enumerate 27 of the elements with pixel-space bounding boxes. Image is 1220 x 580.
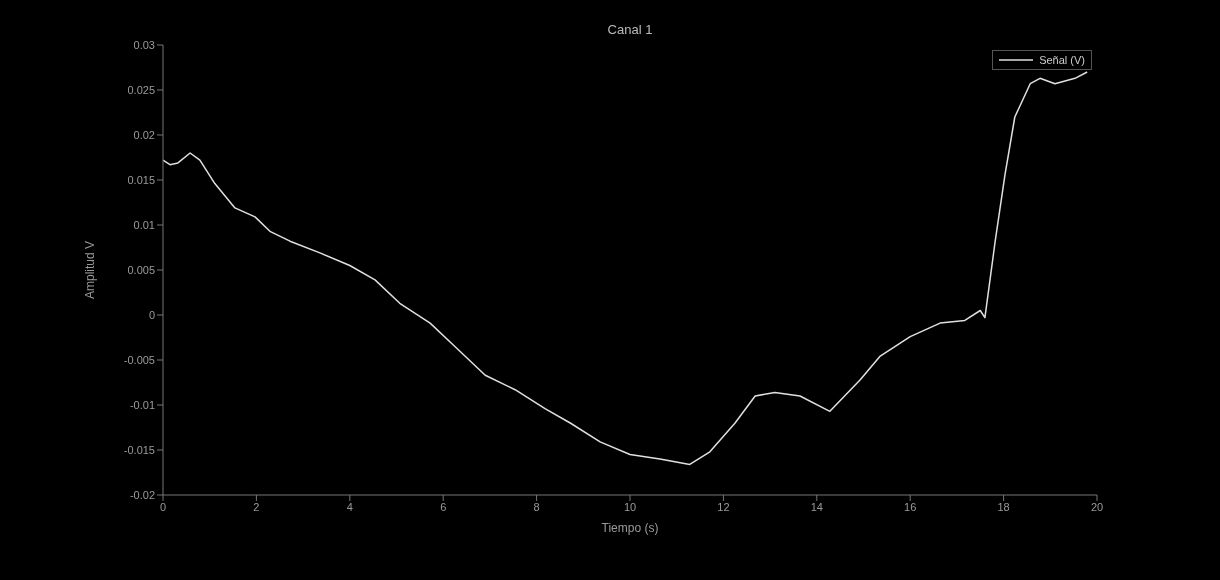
x-tick-label: 8 bbox=[533, 500, 540, 513]
x-axis-title: Tiempo (s) bbox=[601, 520, 659, 535]
x-tick-label: 20 bbox=[1090, 500, 1104, 513]
y-tick-label: 0.02 bbox=[133, 128, 155, 141]
x-tick-label: 14 bbox=[810, 500, 823, 513]
x-tick-label: 10 bbox=[623, 500, 637, 513]
y-tick-label: 0.005 bbox=[127, 263, 155, 276]
x-tick-label: 12 bbox=[717, 500, 730, 513]
x-tick-label: 4 bbox=[346, 500, 353, 513]
x-tick-label: 16 bbox=[904, 500, 917, 513]
y-axis-title: Amplitud V bbox=[83, 240, 98, 300]
y-tick-label: 0 bbox=[148, 308, 155, 321]
chart-title: Canal 1 bbox=[606, 22, 654, 37]
line-series bbox=[163, 71, 1088, 466]
y-tick-label: 0.01 bbox=[133, 218, 155, 231]
legend-label: Señal (V) bbox=[1039, 54, 1085, 66]
y-tick-label: -0.02 bbox=[129, 488, 155, 501]
y-tick-label: 0.015 bbox=[127, 173, 155, 186]
y-tick-label: -0.015 bbox=[123, 443, 155, 456]
x-tick-label: 6 bbox=[440, 500, 447, 513]
y-tick-label: -0.005 bbox=[123, 353, 155, 366]
x-tick-label: 2 bbox=[253, 500, 260, 513]
y-tick-label: -0.01 bbox=[129, 398, 155, 411]
x-tick-label: 0 bbox=[159, 500, 167, 513]
x-tick-label: 18 bbox=[997, 500, 1010, 513]
y-tick-label: 0.03 bbox=[133, 38, 155, 51]
y-tick-label: 0.025 bbox=[127, 83, 155, 96]
